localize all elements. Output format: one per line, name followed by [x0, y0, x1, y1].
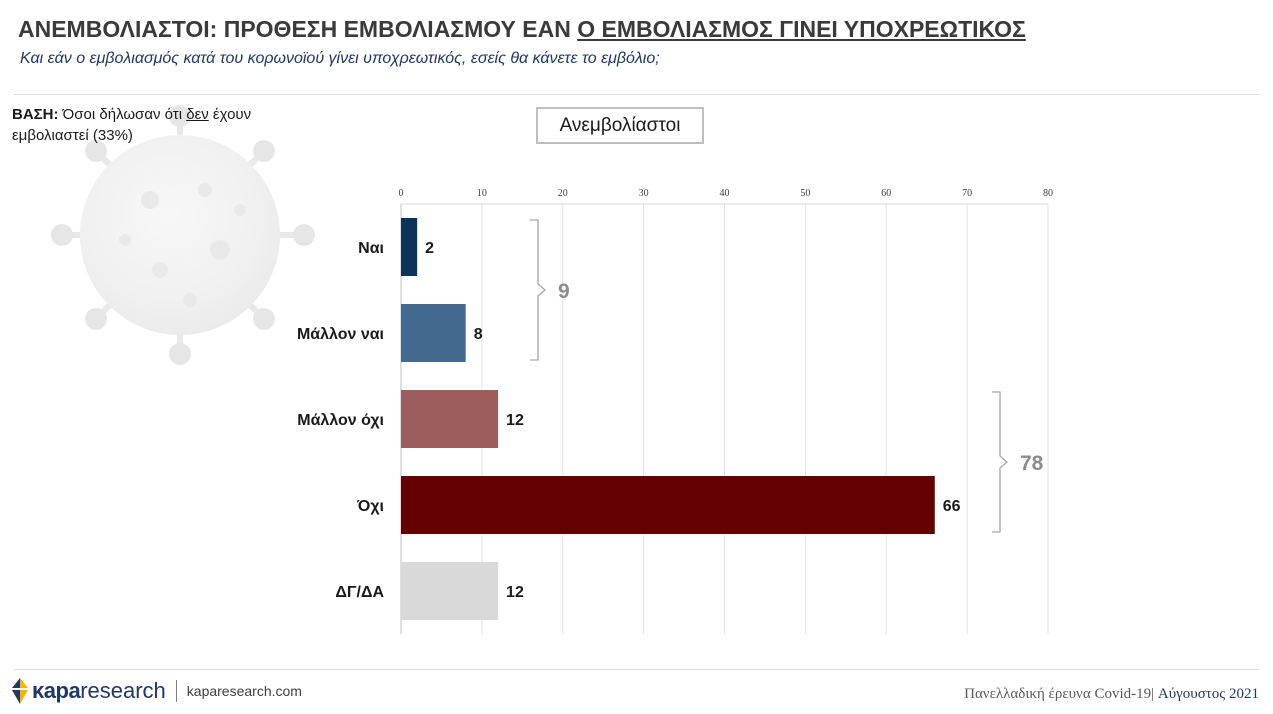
- x-tick-label-0: 0: [399, 188, 404, 199]
- page-title: ΑΝΕΜΒΟΛΙΑΣΤΟΙ: ΠΡΟΘΕΣΗ ΕΜΒΟΛΙΑΣΜΟΥ ΕΑΝ Ο…: [18, 16, 1026, 43]
- chart-title: Ανεμβολίαστοι: [559, 114, 681, 136]
- footer-survey-info: Πανελλαδική έρευνα Covid-19| Αύγουστος 2…: [964, 686, 1259, 703]
- page-title-part2: Ο ΕΜΒΟΛΙΑΣΜΟΣ ΓΙΝΕΙ ΥΠΟΧΡΕΩΤΙΚΟΣ: [577, 16, 1026, 42]
- data-label-3: 66: [943, 498, 961, 515]
- base-text-3: έχουν εμβολιαστεί (33%): [12, 106, 252, 144]
- category-label-1: Μάλλον ναι: [297, 326, 384, 343]
- base-text-1: Όσοι δήλωσαν ότι: [58, 106, 187, 123]
- category-label-2: Μάλλον όχι: [297, 412, 384, 429]
- page-title-part1: ΑΝΕΜΒΟΛΙΑΣΤΟΙ: ΠΡΟΘΕΣΗ ΕΜΒΟΛΙΑΣΜΟΥ ΕΑΝ: [18, 16, 578, 42]
- data-label-2: 12: [506, 412, 524, 429]
- kapa-logo-icon: [12, 678, 28, 704]
- header-divider: [14, 94, 1259, 95]
- brand-logo: κapa research kaparesearch.com: [12, 678, 302, 704]
- bar-0: [401, 218, 418, 276]
- x-tick-label-3: 30: [639, 188, 649, 199]
- group-bracket-1: [992, 391, 1008, 533]
- group-bracket-0: [530, 219, 546, 361]
- chart-title-box: Ανεμβολίαστοι: [536, 107, 704, 144]
- brand-kapa: κapa: [32, 678, 81, 703]
- virus-illustration: [51, 105, 315, 365]
- category-label-4: ΔΓ/ΔΑ: [335, 584, 384, 601]
- group-total-1: 78: [1020, 452, 1044, 475]
- page-subtitle: Και εάν ο εμβολιασμός κατά του κορωνοϊού…: [20, 50, 660, 67]
- x-tick-label-7: 70: [962, 188, 972, 199]
- x-tick-label-6: 60: [881, 188, 891, 199]
- x-tick-label-8: 80: [1043, 188, 1053, 199]
- base-note: ΒΑΣΗ: Όσοι δήλωσαν ότι δεν έχουν εμβολια…: [12, 104, 312, 146]
- base-text-2: δεν: [186, 106, 209, 123]
- x-tick-label-1: 10: [477, 188, 487, 199]
- group-total-0: 9: [558, 280, 570, 303]
- data-label-4: 12: [506, 584, 524, 601]
- survey-name: Πανελλαδική έρευνα Covid-19|: [964, 686, 1158, 702]
- bar-4: [401, 562, 499, 620]
- logo-separator: [175, 680, 177, 702]
- bar-1: [401, 304, 466, 362]
- x-tick-label-4: 40: [720, 188, 730, 199]
- x-tick-label-5: 50: [800, 188, 810, 199]
- footer-divider: [14, 669, 1259, 670]
- base-label: ΒΑΣΗ:: [12, 106, 59, 123]
- survey-month: Αύγουστος 2021: [1157, 686, 1259, 702]
- category-label-3: Όχι: [356, 498, 384, 515]
- x-tick-label-2: 20: [558, 188, 568, 199]
- bar-2: [401, 390, 499, 448]
- brand-research: research: [80, 678, 166, 703]
- bar-3: [401, 476, 935, 534]
- website-link[interactable]: kaparesearch.com: [186, 683, 302, 699]
- category-label-0: Ναι: [358, 240, 384, 257]
- data-label-1: 8: [474, 326, 483, 343]
- data-label-0: 2: [425, 240, 434, 257]
